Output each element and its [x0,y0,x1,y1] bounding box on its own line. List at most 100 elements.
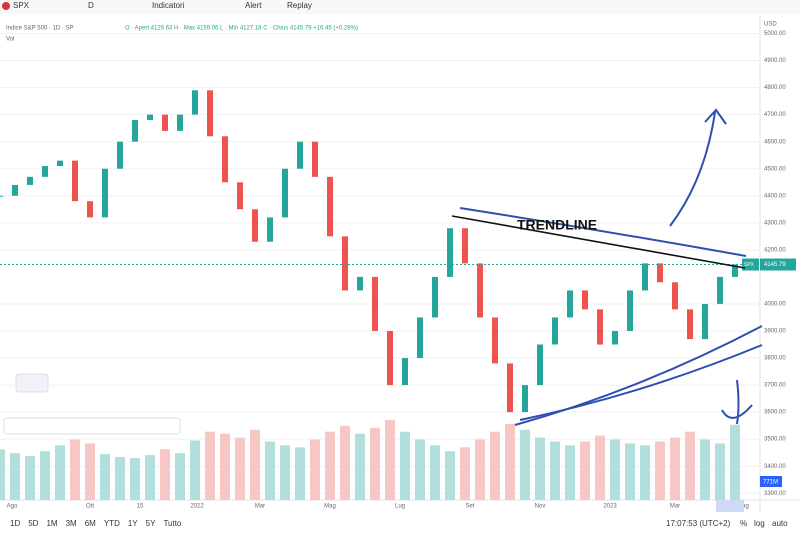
volume-bar [325,431,335,500]
candle [462,228,468,264]
candle [477,263,483,318]
range-button[interactable]: 5Y [146,519,156,528]
y-tick-label: 5000.00 [764,31,786,37]
tool-button[interactable] [15,373,49,393]
up-arrow [669,108,727,227]
candle [387,330,393,386]
y-tick-label: 4300.00 [764,220,786,226]
volume-bar [700,439,710,500]
lower-line [514,325,763,426]
volume-bar [595,435,605,500]
candle [522,385,528,413]
range-button[interactable]: 5D [28,519,38,528]
alert[interactable]: Alert [245,1,262,10]
candle [567,290,573,318]
interval[interactable]: D [88,1,94,10]
candle [672,282,678,310]
x-tick-label: Mar [255,504,265,510]
candle [87,201,93,218]
volume-bar [640,445,650,500]
price-label: 4145.79 [764,262,786,268]
range-button[interactable]: YTD [104,519,120,528]
lower-line [519,344,763,421]
replay[interactable]: Replay [287,1,312,10]
volume-bar [130,458,140,500]
volume-bar [295,447,305,500]
y-tick-label: 3600.00 [764,410,786,416]
y-tick-label: 4700.00 [764,112,786,118]
down-arrow [721,379,753,425]
x-tick-label: 2023 [603,504,617,510]
volume-bar [250,429,260,500]
symbol-tag-label: SPX [744,262,755,268]
candle [177,114,183,131]
candle [12,184,18,196]
volume-bar [280,445,290,500]
toolbar [0,0,800,14]
x-tick-label: Ott [86,504,94,510]
volume-bar [655,441,665,500]
volume-bar [355,433,365,500]
legend-ohlc: O · Apert 4129.63 H · Max 4159.06 L · Mi… [125,26,358,32]
y-tick-label: 4800.00 [764,85,786,91]
volume-bar [220,433,230,500]
y-tick-label: 3900.00 [764,329,786,335]
volume-bar [715,443,725,500]
volume-tag-label: 771M [763,480,778,486]
axis-option[interactable]: auto [772,519,788,528]
candle [507,363,513,413]
drawing-toolbar[interactable] [3,417,181,435]
axis-option[interactable]: % [740,519,747,528]
volume-bar [340,425,350,500]
volume-bar [505,423,515,500]
symbol[interactable]: SPX [13,1,30,10]
range-button[interactable]: 6M [85,519,96,528]
y-tick-label: 3700.00 [764,383,786,389]
volume-bar [670,437,680,500]
x-tick-label: 15 [137,504,144,510]
candle [342,236,348,291]
currency[interactable]: USD [764,22,777,28]
range-button[interactable]: 1Y [128,519,138,528]
candle [0,195,3,197]
range-button[interactable]: 1D [10,519,20,528]
candle [717,276,723,304]
trendline [451,215,746,269]
upper-line [459,207,747,257]
volume-bar [190,440,200,500]
bottom-controls: 1D 5D 1M 3M 6M YTD 1Y 5Y Tutto 17:07:53 (UTC+2)% l… [10,519,788,528]
y-tick-label: 3400.00 [764,464,786,470]
indicators[interactable]: Indicatori [152,1,185,10]
time-highlight [716,500,744,512]
x-tick-label: Mag [324,504,336,510]
candle [612,330,618,345]
candle [402,358,408,386]
volume-tag [760,476,782,487]
volume-bar [475,439,485,500]
y-tick-label: 3500.00 [764,437,786,443]
range-button[interactable]: 1M [46,519,57,528]
volume-bar [10,453,20,500]
x-tick-label: Mar [670,504,680,510]
candle [627,290,633,331]
candle [117,141,123,169]
volume-bar [175,453,185,500]
candle [642,263,648,291]
range-button[interactable]: 3M [66,519,77,528]
candle [147,114,153,121]
plot: 5000.00 4900.00 4800.00 4700.00 4600.00 4500.… [0,31,796,510]
volume-bar [0,449,5,500]
axis-option[interactable]: log [754,519,765,528]
volume-bar [40,451,50,500]
y-tick-label: 4500.00 [764,166,786,172]
candle [447,228,453,277]
range-button[interactable]: Tutto [163,519,181,528]
candle [372,276,378,331]
candle [267,217,273,242]
volume-bar [370,427,380,500]
symbol-icon [2,2,10,10]
volume-bar [55,445,65,500]
volume-bar [385,420,395,500]
volume-bar [610,439,620,500]
candle [192,90,198,115]
